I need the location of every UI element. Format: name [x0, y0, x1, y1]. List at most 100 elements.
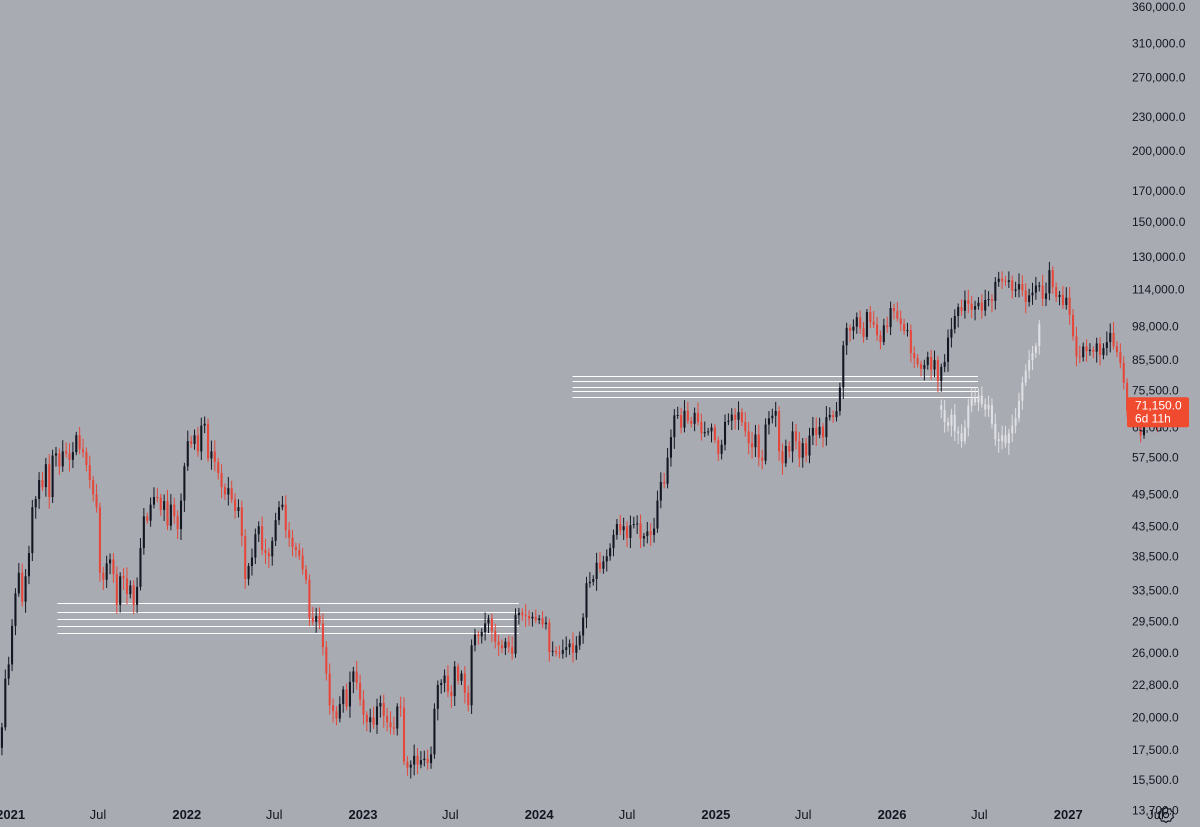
- history-candle: [950, 317, 953, 348]
- projection-candle: [960, 424, 963, 448]
- time-axis[interactable]: 2021 Jul 2022 Jul 2023 Jul 2024 Jul 2025 Jul 2026 J…: [0, 807, 1164, 822]
- history-candle: [24, 569, 27, 613]
- history-body: [321, 623, 324, 648]
- time-tick-label: Jul: [795, 807, 812, 822]
- time-tick-label: Jul: [619, 807, 636, 822]
- history-candle: [149, 497, 152, 527]
- history-body: [227, 488, 230, 495]
- history-body: [298, 549, 301, 556]
- history-body: [430, 754, 433, 764]
- history-candle: [1115, 341, 1119, 357]
- history-body: [203, 423, 206, 426]
- history-body: [507, 641, 510, 648]
- history-candle: [332, 698, 335, 723]
- history-candle: [751, 431, 754, 459]
- history-body: [31, 507, 34, 554]
- history-candle: [646, 521, 649, 544]
- history-candle: [362, 690, 365, 725]
- history-candle: [1058, 290, 1061, 306]
- history-body: [271, 540, 274, 557]
- history-body: [304, 569, 308, 580]
- last-price-tag: 71,150.0 6d 11h: [1127, 397, 1189, 428]
- history-body: [717, 439, 720, 454]
- history-body: [81, 449, 85, 453]
- gear-icon[interactable]: [1157, 806, 1175, 824]
- projection-body: [974, 397, 977, 403]
- history-candle: [173, 497, 176, 524]
- history-candle: [98, 502, 101, 582]
- history-candle: [487, 614, 490, 634]
- projection-candle: [1004, 425, 1007, 448]
- history-candle: [338, 696, 341, 723]
- history-body: [642, 536, 645, 539]
- history-body: [375, 706, 379, 725]
- history-body: [862, 328, 865, 337]
- history-candle: [504, 637, 507, 656]
- history-body: [926, 357, 929, 366]
- history-body: [369, 717, 372, 723]
- history-candle: [862, 321, 865, 343]
- projection-body: [987, 405, 990, 410]
- history-body: [467, 692, 470, 706]
- history-candle: [1038, 281, 1041, 292]
- history-candle: [696, 402, 700, 426]
- history-candle: [169, 494, 172, 531]
- history-body: [575, 645, 578, 653]
- history-body: [348, 681, 352, 707]
- history-candle: [136, 577, 139, 614]
- history-candle: [1109, 323, 1112, 353]
- history-body: [426, 758, 429, 764]
- history-body: [757, 434, 760, 458]
- projection-body: [943, 410, 946, 422]
- projection-candle: [940, 399, 943, 419]
- history-body: [663, 481, 666, 484]
- history-candle: [663, 472, 666, 489]
- history-body: [389, 722, 392, 728]
- history-candle: [183, 462, 186, 513]
- history-candle: [446, 665, 449, 698]
- history-body: [440, 682, 443, 686]
- history-body: [585, 583, 588, 618]
- history-body: [1112, 332, 1115, 347]
- history-candle: [21, 563, 24, 607]
- history-candle: [551, 641, 554, 657]
- history-candle: [906, 322, 909, 337]
- history-body: [784, 445, 787, 464]
- history-body: [443, 675, 446, 683]
- history-body: [156, 496, 159, 498]
- history-body: [963, 300, 966, 311]
- history-candle: [690, 417, 693, 428]
- history-candle: [963, 290, 966, 319]
- price-tick-label: 17,500.0: [1132, 743, 1179, 757]
- history-candle: [156, 487, 159, 503]
- history-candle: [896, 302, 899, 322]
- time-tick-label: 2021: [0, 807, 25, 822]
- history-candle: [484, 612, 487, 641]
- history-body: [838, 387, 841, 412]
- history-candle: [558, 645, 561, 659]
- history-body: [105, 563, 108, 580]
- history-body: [1061, 294, 1064, 305]
- history-body: [568, 643, 571, 648]
- history-body: [41, 480, 44, 488]
- history-body: [409, 764, 412, 768]
- history-candle: [734, 408, 737, 430]
- projection-body: [1038, 324, 1041, 347]
- history-body: [1058, 294, 1061, 298]
- price-axis[interactable]: 360,000.0 310,000.0 270,000.0 230,000.0 200,…: [1132, 0, 1186, 817]
- history-body: [88, 465, 91, 481]
- history-candle: [1055, 282, 1058, 303]
- history-candle: [990, 294, 994, 313]
- history-body: [761, 457, 764, 461]
- history-candle: [34, 495, 37, 519]
- history-body: [521, 612, 524, 616]
- history-candle: [163, 494, 166, 522]
- history-body: [92, 480, 95, 495]
- history-candle: [460, 670, 463, 686]
- projection-candle: [1011, 414, 1014, 443]
- price-tick-label: 98,000.0: [1132, 320, 1179, 334]
- history-body: [517, 612, 520, 616]
- history-body: [919, 364, 923, 369]
- history-candle: [294, 542, 297, 558]
